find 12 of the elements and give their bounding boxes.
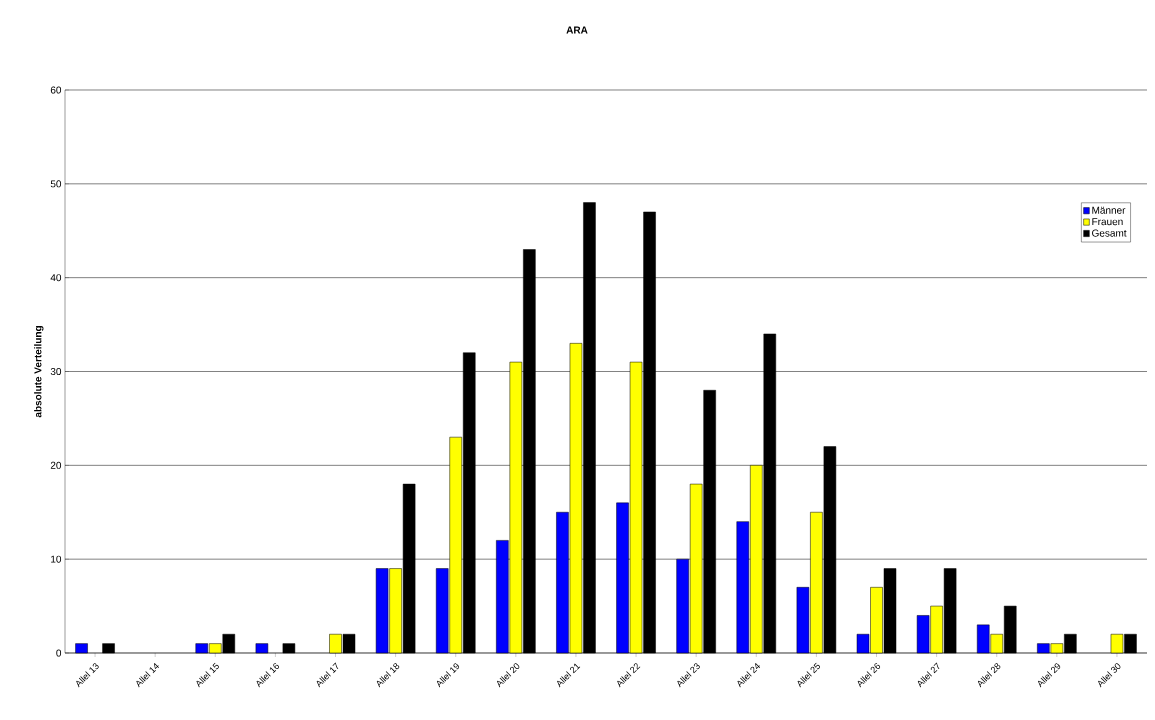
y-tick-label: 40 <box>50 274 62 282</box>
y-tick-label: 0 <box>56 649 62 657</box>
legend-label: Männer <box>1092 206 1126 214</box>
y-axis-title: absolute Verteilung <box>34 326 44 418</box>
legend-label: Frauen <box>1092 218 1123 226</box>
y-tick-label: 20 <box>50 461 62 469</box>
y-tick-label: 60 <box>50 86 62 94</box>
legend-label: Gesamt <box>1092 229 1127 237</box>
chart-title: ARA <box>566 26 588 34</box>
y-tick-label: 30 <box>50 367 62 376</box>
y-tick-label: 50 <box>50 180 62 188</box>
y-tick-label: 10 <box>51 555 62 563</box>
